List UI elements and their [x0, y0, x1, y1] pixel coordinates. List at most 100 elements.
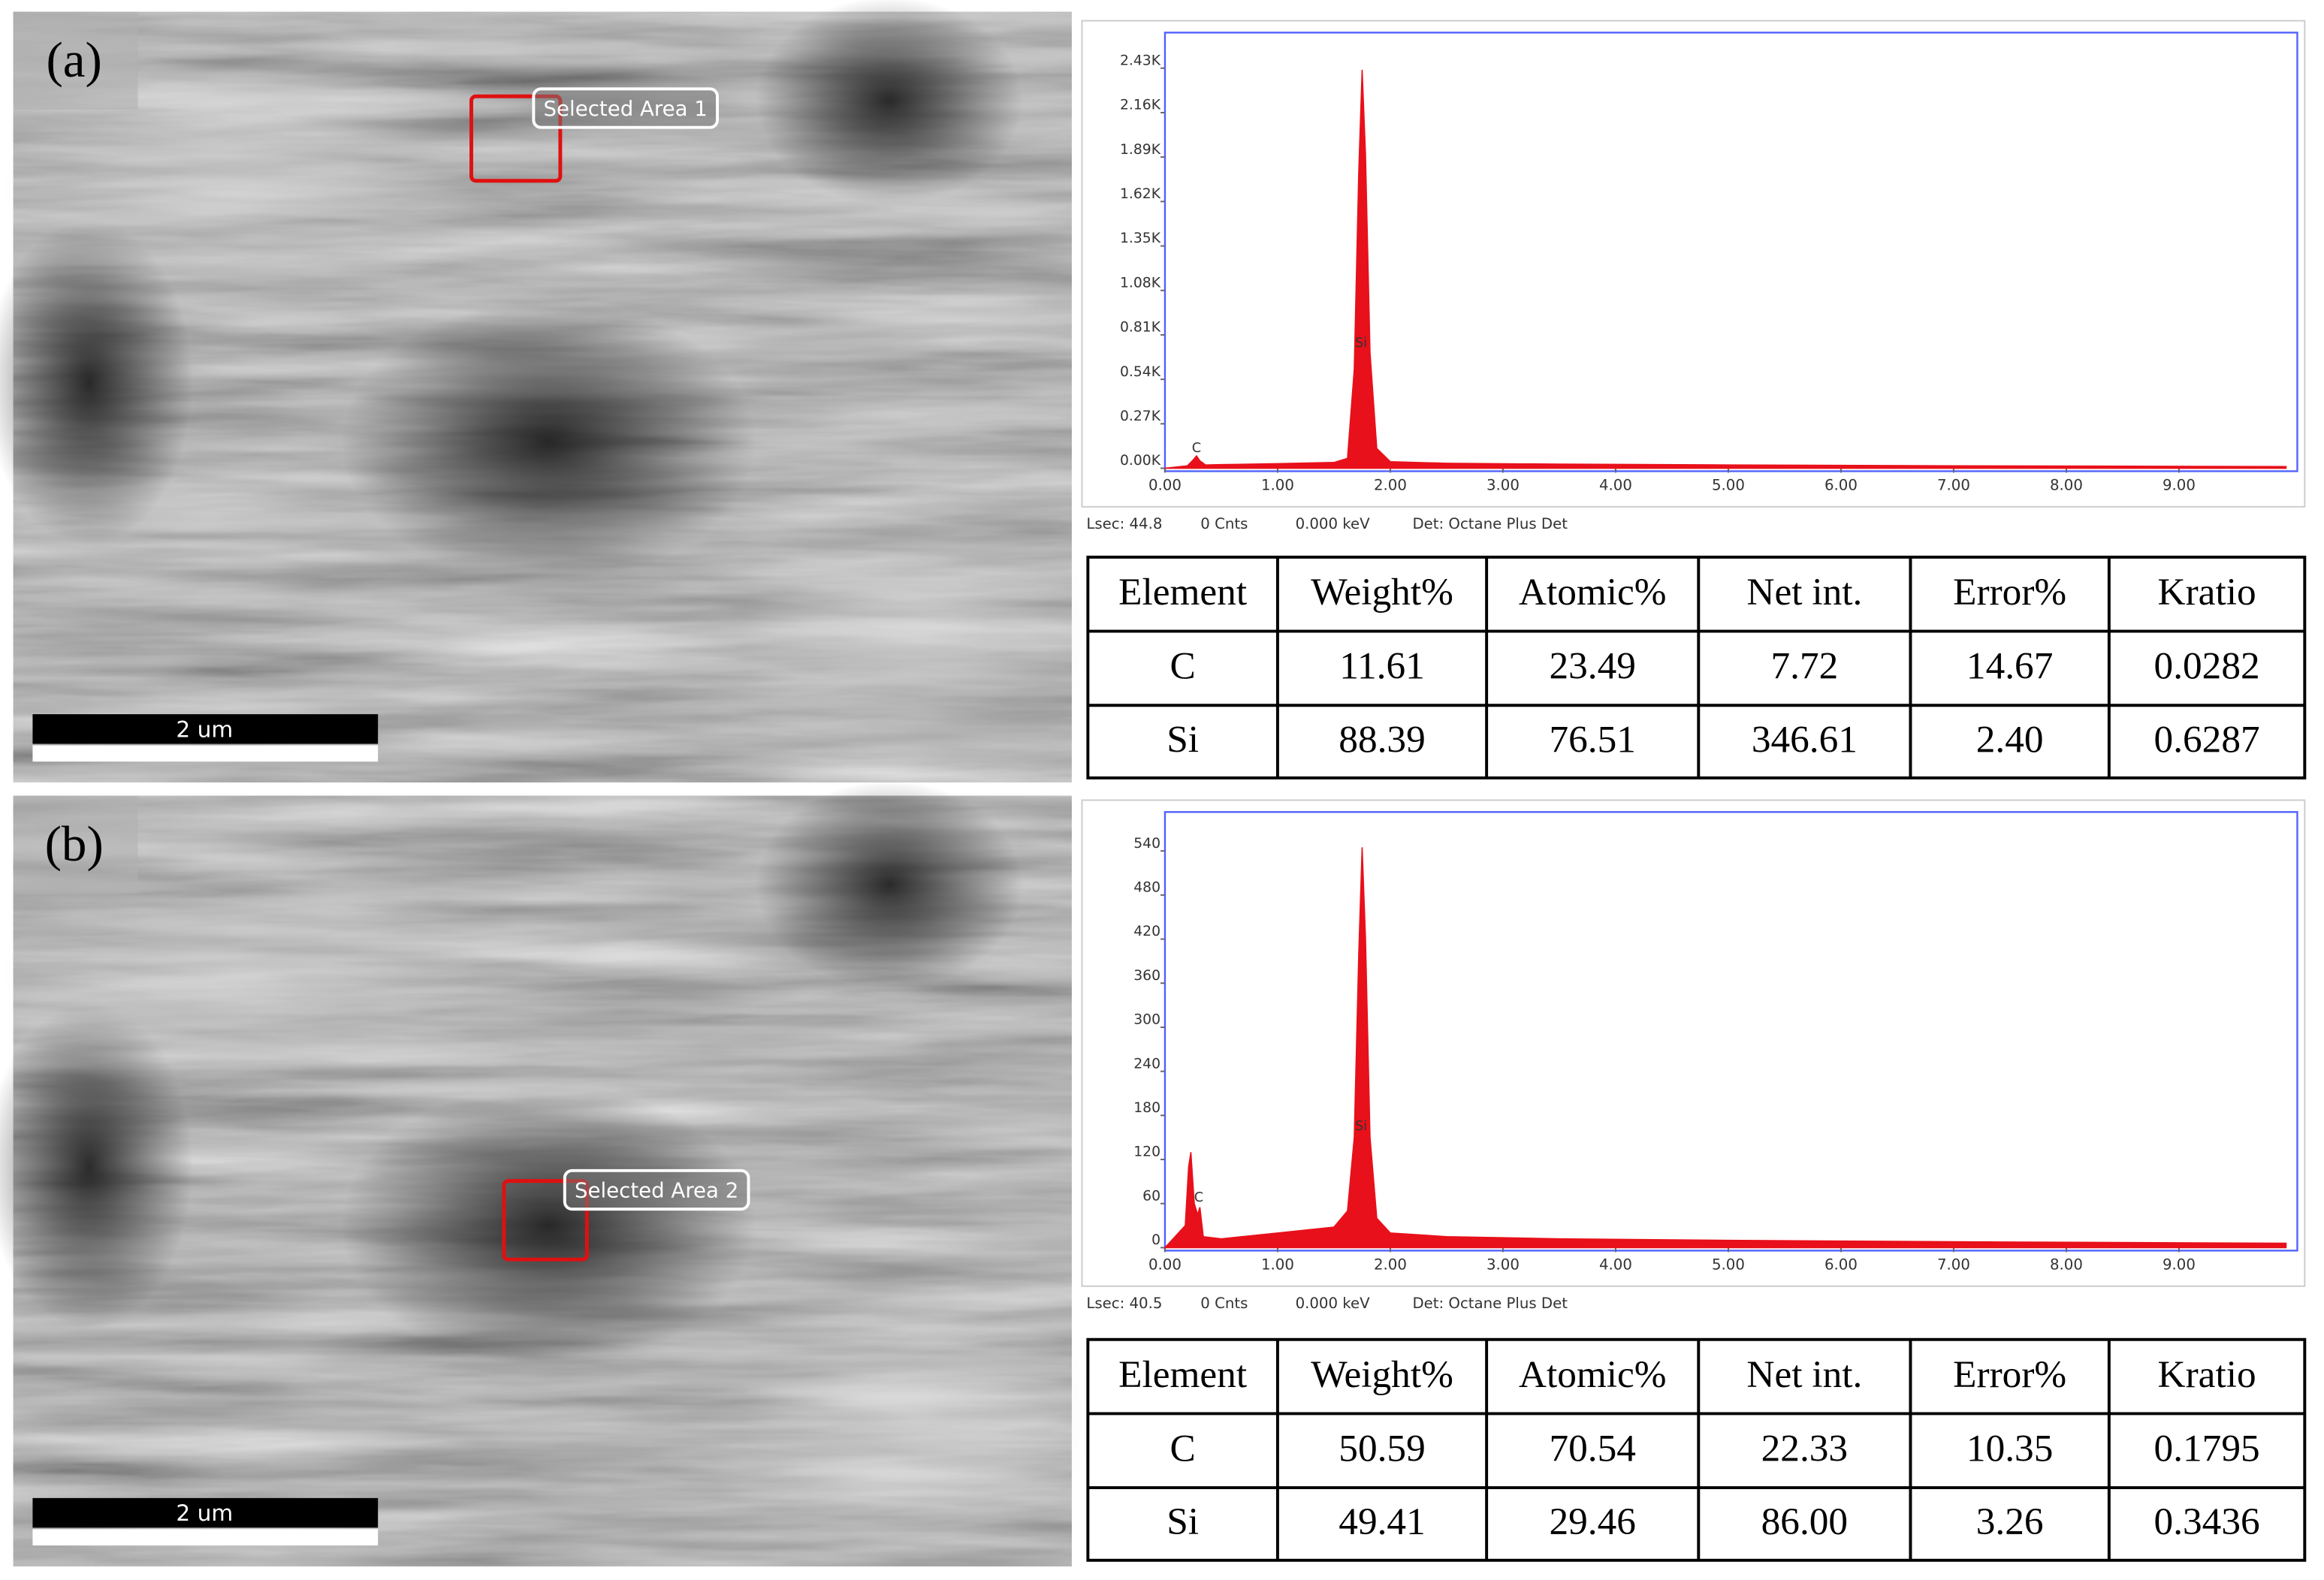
table-header: Error%	[1953, 1353, 2066, 1396]
table-border	[1086, 1337, 2307, 1562]
table-cell: Si	[1167, 718, 1199, 761]
table-cell: 2.40	[1976, 718, 2044, 761]
scale-bar	[32, 1529, 379, 1546]
panel-label: (a)	[46, 32, 101, 88]
x-tick-label: 5.00	[1712, 477, 1745, 494]
label-box	[13, 795, 138, 894]
table-cell: Si	[1167, 1500, 1199, 1543]
selected-area	[502, 1179, 589, 1262]
sem-dark-region	[340, 1084, 756, 1367]
spectrum-info: Lsec: 44.8	[1086, 515, 1162, 532]
selected-area-label-box	[532, 87, 720, 129]
peak-label: Si	[1355, 336, 1367, 351]
x-tick-label: 2.00	[1374, 1256, 1407, 1274]
table-cell: 10.35	[1966, 1427, 2053, 1470]
peak-label: C	[1194, 1190, 1203, 1205]
table-header: Element	[1118, 1353, 1247, 1396]
x-tick-label: 9.00	[2163, 477, 2196, 494]
peak-label: C	[1192, 441, 1201, 456]
selected-area-label: Selected Area 2	[575, 1177, 738, 1202]
table-cell: 76.51	[1549, 718, 1635, 761]
table-cell: 88.39	[1339, 718, 1425, 761]
table-cell: 11.61	[1339, 645, 1425, 688]
x-tick-label: 5.00	[1712, 1256, 1745, 1274]
spectrum-info: Lsec: 40.5	[1086, 1295, 1162, 1312]
table-cell: 22.33	[1761, 1427, 1848, 1470]
selected-area-label-box	[563, 1168, 750, 1211]
x-tick-label: 4.00	[1599, 477, 1632, 494]
y-tick-label: 0.81K	[1120, 320, 1161, 336]
table-border	[1086, 555, 2307, 779]
table-cell: 70.54	[1549, 1427, 1635, 1470]
y-tick-label: 180	[1133, 1100, 1160, 1116]
sem-light-region	[0, 840, 475, 1107]
table-header: Atomic%	[1519, 1353, 1667, 1396]
table-header: Net int.	[1746, 571, 1862, 614]
table-header: Error%	[1953, 571, 2066, 614]
sem-dark-region	[756, 780, 1023, 989]
spectrum-info: 0.000 keV	[1296, 515, 1371, 532]
selected-area	[469, 94, 563, 183]
y-tick-label: 1.35K	[1120, 231, 1161, 246]
scale-bar-label: 2 um	[176, 716, 233, 742]
scale-bar	[32, 745, 379, 762]
sem-light-region	[741, 500, 1097, 768]
table-header: Kratio	[2158, 1353, 2256, 1396]
sem-dark-region	[756, 0, 1023, 205]
y-tick-label: 1.89K	[1120, 142, 1161, 158]
table-cell: 346.61	[1752, 718, 1858, 761]
panel-label: (b)	[45, 816, 104, 872]
sem-dark-region	[340, 300, 756, 583]
x-tick-label: 1.00	[1261, 1256, 1294, 1274]
y-tick-label: 1.08K	[1120, 275, 1161, 291]
x-tick-label: 0.00	[1148, 477, 1182, 494]
table-header: Weight%	[1311, 571, 1453, 614]
table-cell: 49.41	[1339, 1500, 1425, 1543]
y-tick-label: 0	[1151, 1232, 1160, 1248]
x-tick-label: 7.00	[1937, 477, 1970, 494]
table-cell: 7.72	[1770, 645, 1838, 688]
y-tick-label: 0.54K	[1120, 364, 1161, 380]
plot-area	[1164, 811, 2298, 1252]
table-header: Element	[1118, 571, 1247, 614]
table-cell: 0.6287	[2154, 718, 2260, 761]
y-tick-label: 0.00K	[1120, 453, 1161, 469]
table-cell: 29.46	[1549, 1500, 1635, 1543]
table-cell: C	[1170, 1427, 1196, 1470]
y-tick-label: 120	[1133, 1144, 1160, 1160]
table-cell: C	[1170, 645, 1196, 688]
x-tick-label: 2.00	[1374, 477, 1407, 494]
spectrum-info: 0 Cnts	[1200, 515, 1248, 532]
x-tick-label: 3.00	[1486, 1256, 1520, 1274]
x-tick-label: 3.00	[1486, 477, 1520, 494]
spectrum-info: Det: Octane Plus Det	[1412, 1295, 1568, 1312]
spectrum	[1164, 847, 2287, 1249]
spectrum-info: 0 Cnts	[1200, 1295, 1248, 1312]
scale-bar-box	[32, 1497, 379, 1528]
y-tick-label: 480	[1133, 879, 1160, 895]
x-tick-label: 8.00	[2050, 477, 2083, 494]
y-tick-label: 60	[1142, 1188, 1160, 1204]
table-header: Net int.	[1746, 1353, 1862, 1396]
y-tick-label: 240	[1133, 1056, 1160, 1072]
x-tick-label: 9.00	[2163, 1256, 2196, 1274]
y-tick-label: 2.16K	[1120, 98, 1161, 113]
x-tick-label: 6.00	[1824, 1256, 1858, 1274]
table-header: Weight%	[1311, 1353, 1453, 1396]
x-tick-label: 8.00	[2050, 1256, 2083, 1274]
x-tick-label: 6.00	[1824, 477, 1858, 494]
y-tick-label: 2.43K	[1120, 53, 1161, 68]
sem-light-region	[741, 1284, 1097, 1551]
spectrum-info: Det: Octane Plus Det	[1412, 515, 1568, 532]
y-tick-label: 360	[1133, 968, 1160, 984]
x-tick-label: 1.00	[1261, 477, 1294, 494]
table-cell: 0.1795	[2154, 1427, 2260, 1470]
x-tick-label: 4.00	[1599, 1256, 1632, 1274]
table-cell: 0.3436	[2154, 1500, 2260, 1543]
x-tick-label: 7.00	[1937, 1256, 1970, 1274]
table-cell: 86.00	[1761, 1500, 1848, 1543]
plot-area	[1164, 32, 2298, 472]
table-cell: 50.59	[1339, 1427, 1425, 1470]
label-box	[13, 11, 138, 110]
